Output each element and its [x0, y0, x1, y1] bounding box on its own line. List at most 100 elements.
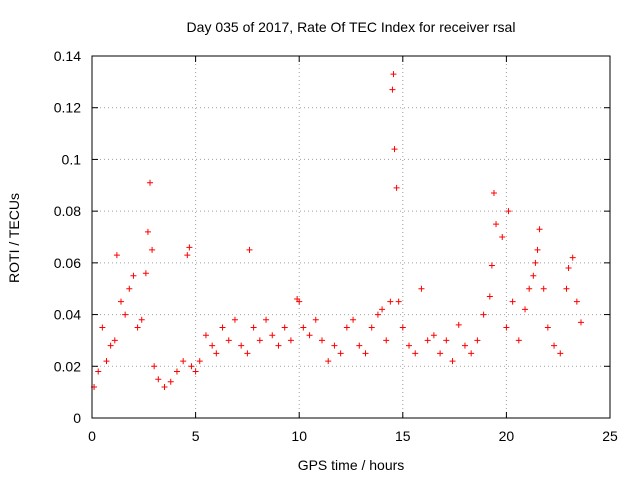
- y-tick-label: 0.1: [62, 151, 82, 167]
- data-point: [573, 298, 580, 305]
- data-point: [399, 324, 406, 331]
- x-tick-label: 10: [291, 428, 307, 444]
- data-point: [196, 358, 203, 365]
- data-point: [540, 285, 547, 292]
- data-point: [474, 337, 481, 344]
- data-point: [418, 285, 425, 292]
- data-point: [383, 337, 390, 344]
- data-point: [522, 306, 529, 313]
- data-point: [331, 342, 338, 349]
- data-point: [395, 298, 402, 305]
- data-point: [356, 342, 363, 349]
- data-point: [225, 337, 232, 344]
- y-axis-ticks: 0 0.02 0.04 0.06 0.08 0.1 0.12 0.14: [54, 48, 610, 426]
- data-point: [343, 324, 350, 331]
- data-point: [188, 363, 195, 370]
- data-point: [238, 342, 245, 349]
- data-point: [530, 272, 537, 279]
- plot-frame: [91, 55, 611, 419]
- x-tick-label: 0: [88, 428, 96, 444]
- data-point: [213, 350, 220, 357]
- data-point: [95, 368, 102, 375]
- chart-title: Day 035 of 2017, Rate Of TEC Index for r…: [187, 19, 516, 35]
- data-point: [455, 321, 462, 328]
- data-point: [499, 234, 506, 240]
- data-point: [350, 316, 357, 323]
- data-point: [318, 337, 325, 344]
- y-tick-label: 0.04: [54, 307, 81, 323]
- y-tick-label: 0.02: [54, 358, 81, 374]
- data-point: [219, 324, 226, 331]
- y-tick-label: 0.08: [54, 203, 81, 219]
- data-point: [532, 259, 539, 266]
- y-tick-label: 0.06: [54, 255, 81, 271]
- data-point: [192, 368, 199, 375]
- data-point: [144, 228, 151, 235]
- x-tick-label: 15: [395, 428, 411, 444]
- data-point: [424, 337, 431, 344]
- x-tick-label: 5: [192, 428, 200, 444]
- data-point: [551, 342, 558, 349]
- data-point: [184, 252, 191, 259]
- data-point: [480, 311, 487, 318]
- data-point: [263, 316, 270, 323]
- data-point: [180, 358, 187, 365]
- data-point: [443, 337, 450, 344]
- y-axis-label: ROTI / TECUs: [6, 193, 22, 283]
- data-point: [126, 285, 133, 292]
- data-point: [557, 350, 564, 357]
- data-point: [111, 337, 118, 344]
- data-point: [437, 350, 444, 357]
- data-point: [390, 71, 397, 78]
- data-point: [503, 324, 510, 331]
- data-point: [368, 324, 375, 331]
- grid: [92, 56, 610, 418]
- data-point: [99, 324, 106, 331]
- data-point: [306, 332, 313, 339]
- y-tick-label: 0.12: [54, 100, 81, 116]
- data-point: [379, 306, 386, 313]
- data-point: [526, 285, 533, 292]
- data-point: [493, 221, 500, 228]
- data-point: [490, 190, 497, 197]
- data-point: [569, 254, 576, 261]
- data-point: [387, 298, 394, 305]
- data-point: [173, 368, 180, 375]
- data-point: [275, 342, 282, 349]
- x-axis-label: GPS time / hours: [298, 457, 405, 473]
- data-point: [486, 293, 493, 300]
- data-point: [155, 376, 162, 383]
- data-point: [391, 146, 398, 153]
- data-point: [509, 298, 516, 305]
- data-point: [149, 246, 156, 253]
- data-point: [488, 262, 495, 269]
- data-point: [565, 265, 572, 272]
- data-point: [406, 342, 413, 349]
- data-point: [161, 383, 168, 390]
- data-point: [209, 342, 216, 349]
- data-point: [544, 324, 551, 331]
- data-point: [449, 358, 456, 365]
- data-point: [122, 311, 129, 318]
- data-point: [536, 226, 543, 233]
- data-point: [256, 337, 263, 344]
- data-point: [134, 324, 141, 331]
- data-point: [281, 324, 288, 331]
- data-point: [300, 324, 307, 331]
- data-point: [151, 363, 158, 370]
- data-point: [362, 350, 369, 357]
- data-point: [412, 350, 419, 357]
- data-point: [563, 285, 570, 292]
- data-point: [515, 337, 522, 344]
- data-point: [113, 252, 120, 259]
- data-point: [468, 350, 475, 357]
- data-point: [118, 298, 125, 305]
- data-point: [202, 332, 209, 339]
- y-tick-label: 0: [73, 410, 81, 426]
- data-point: [389, 86, 396, 93]
- data-point: [577, 319, 584, 326]
- data-point: [534, 246, 541, 253]
- data-point: [107, 342, 114, 349]
- data-point: [186, 244, 193, 251]
